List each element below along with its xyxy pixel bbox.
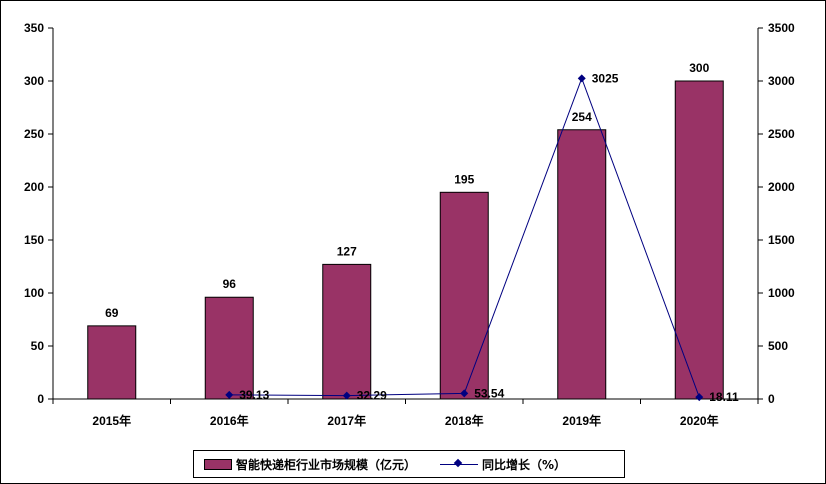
bar-2017年 <box>322 263 372 400</box>
left-axis-tick-label: 300 <box>24 74 44 88</box>
right-axis-tick-label: 2000 <box>768 180 795 194</box>
legend-item-line: 同比增长（%） <box>426 456 566 473</box>
x-axis-tick-label: 2015年 <box>92 413 131 428</box>
growth-point-2019年 <box>577 74 586 83</box>
growth-point-2018年 <box>460 389 469 398</box>
growth-value-label: 32.29 <box>357 389 387 403</box>
growth-value-label: 39.13 <box>239 388 269 402</box>
left-axis-tick-label: 100 <box>24 286 44 300</box>
legend-line-label: 同比增长（%） <box>482 457 567 472</box>
left-axis-tick-label: 200 <box>24 180 44 194</box>
growth-point-2017年 <box>342 391 351 400</box>
growth-point-2020年 <box>695 393 704 402</box>
left-axis-tick-label: 50 <box>31 339 45 353</box>
legend-bar-swatch <box>204 458 232 470</box>
bar-value-label: 127 <box>337 244 357 258</box>
bar-value-label: 254 <box>572 110 592 124</box>
x-axis-tick-label: 2019年 <box>562 413 601 428</box>
growth-value-label: 53.54 <box>474 386 504 400</box>
bar-2019年 <box>557 129 607 400</box>
left-axis-tick-label: 350 <box>24 21 44 35</box>
bar-value-label: 96 <box>223 277 237 291</box>
right-axis-tick-label: 3500 <box>768 21 795 35</box>
bar-value-label: 195 <box>454 172 474 186</box>
growth-value-label: 3025 <box>592 71 619 85</box>
bar-2020年 <box>674 80 724 400</box>
bar-2018年 <box>439 191 489 400</box>
bar-value-label: 69 <box>105 306 119 320</box>
x-axis-tick-label: 2016年 <box>210 413 249 428</box>
right-axis-tick-label: 2500 <box>768 127 795 141</box>
legend-line-marker <box>440 458 479 470</box>
bar-value-label: 300 <box>689 61 709 75</box>
legend-bar-label: 智能快递柜行业市场规模（亿元） <box>236 457 417 472</box>
right-axis-tick-label: 1000 <box>768 286 795 300</box>
chart-legend: 智能快递柜行业市场规模（亿元） 同比增长（%） <box>193 450 625 478</box>
bar-2015年 <box>87 325 137 400</box>
legend-item-bar: 智能快递柜行业市场规模（亿元） <box>204 456 416 473</box>
growth-point-2016年 <box>225 390 234 399</box>
left-axis-tick-label: 0 <box>37 392 44 406</box>
left-axis-tick-label: 150 <box>24 233 44 247</box>
right-axis-tick-label: 0 <box>768 392 775 406</box>
right-axis-tick-label: 3000 <box>768 74 795 88</box>
left-axis-tick-label: 250 <box>24 127 44 141</box>
x-axis-tick-label: 2017年 <box>327 413 366 428</box>
x-axis-tick-label: 2020年 <box>680 413 719 428</box>
x-axis-tick-label: 2018年 <box>445 413 484 428</box>
bar-2016年 <box>204 296 254 400</box>
growth-value-label: 18.11 <box>709 390 739 404</box>
right-axis-tick-label: 1500 <box>768 233 795 247</box>
right-axis-tick-label: 500 <box>768 339 788 353</box>
